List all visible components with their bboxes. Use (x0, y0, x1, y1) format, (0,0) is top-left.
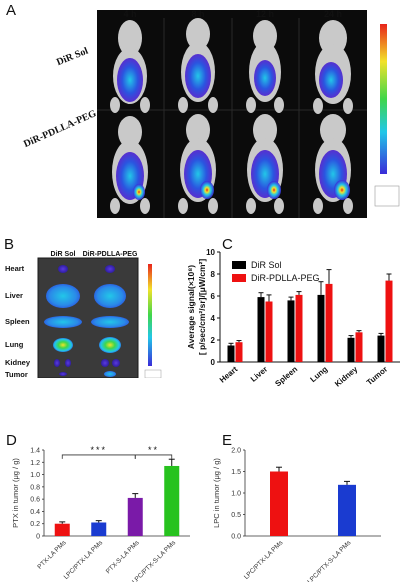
d-ylabel: PTX in tumor (μg / g) (11, 458, 20, 528)
c-bar-dir-pdlla-peg-liver (265, 301, 273, 362)
panel-label-b: B (4, 236, 15, 253)
organ-label-lung: Lung (5, 340, 24, 349)
d-xtick-lpc-ptx-la-pms: LPC/PTX-LA PMs (63, 539, 105, 581)
chart-e: 0.0 0.5 1.0 1.5 2.0 LPC/PTX-LA PMs LPC/PTX-S-L… (212, 448, 381, 582)
panel-label-a: A (6, 2, 17, 19)
d-bar-ptx-la-pms (54, 523, 70, 536)
c-legend-swatch-dir-pdlla-peg (232, 274, 246, 282)
c-legend-swatch-dir-sol (232, 261, 246, 269)
c-bar-dir-sol-kidney (347, 337, 355, 362)
e-bar-lpc-ptx-la-pms (270, 471, 288, 536)
d-xtick-ptx-s-la-pms: PTX-S-LA PMs (105, 539, 141, 575)
d-ytick-label-4: 0.8 (30, 484, 40, 491)
panel-label-d: D (6, 432, 17, 449)
d-ytick-label-3: 0.6 (30, 497, 40, 504)
mouse-dir-pdlla-peg-4h (110, 116, 150, 214)
c-bar-dir-sol-tumor (377, 335, 385, 362)
c-legend-label-dir-sol: DiR Sol (251, 260, 282, 270)
group-label-dir-pdlla-peg: DiR-PDLLA-PEG (22, 108, 99, 151)
d-bracket-2 (134, 454, 173, 459)
c-legend-label-dir-pdlla-peg: DiR-PDLLA-PEG (251, 273, 320, 283)
time-label-8h: 8 h (191, 10, 204, 19)
ex-vivo-color-scale (148, 264, 152, 366)
organ-label-kidney: Kidney (5, 358, 31, 367)
c-bar-dir-pdlla-peg-heart (235, 342, 243, 362)
c-bar-dir-pdlla-peg-lung (325, 283, 333, 362)
d-ytick-label-6: 1.2 (30, 460, 40, 467)
mouse-dir-pdlla-peg-8h (178, 114, 218, 214)
mouse-dir-pdlla-peg-12h (246, 114, 284, 214)
ex-vivo-group-dir-pdlla-peg: DiR-PDLLA-PEG (83, 251, 138, 258)
mouse-dir-sol-12h (246, 20, 284, 113)
c-ytick-label-5: 10 (206, 248, 215, 257)
mouse-dir-pdlla-peg-24h (313, 114, 353, 214)
e-xtick-lpc-ptx-s-la-pms: LPC/PTX-S-LA PMs (306, 539, 353, 582)
c-ytick-label-0: 0 (211, 358, 216, 367)
e-ytick-label-4: 2.0 (231, 448, 241, 455)
c-bar-dir-pdlla-peg-kidney (355, 332, 363, 362)
c-xtick-lung: Lung (309, 365, 330, 385)
mouse-dir-sol-8h (178, 18, 218, 113)
c-ylabel-line2: [ p/sec/cm²/sr]/[μW/cm²] (197, 259, 207, 356)
panel-label-c: C (222, 236, 233, 253)
c-xtick-tumor: Tumor (365, 365, 389, 388)
c-ytick-label-1: 2 (211, 336, 216, 345)
d-xtick-ptx-la-pms: PTX-LA PMs (36, 539, 68, 571)
group-label-dir-sol: DiR Sol (55, 45, 90, 69)
panel-label-e: E (222, 432, 233, 449)
c-xtick-liver: Liver (249, 365, 269, 384)
c-xtick-kidney: Kidney (333, 364, 360, 388)
c-bar-dir-sol-heart (227, 345, 235, 362)
color-scale-bar (380, 24, 387, 174)
c-ytick-label-4: 8 (211, 270, 216, 279)
organ-label-spleen: Spleen (5, 317, 30, 326)
mouse-dir-sol-24h (313, 20, 353, 114)
organ-label-heart: Heart (5, 264, 25, 273)
c-xtick-heart: Heart (218, 364, 240, 384)
c-xtick-spleen: Spleen (273, 365, 299, 389)
d-ytick-label-1: 0.2 (30, 521, 40, 528)
organ-label-tumor: Tumor (5, 370, 28, 378)
d-significance-2: ** (148, 445, 159, 455)
d-bracket-1 (61, 454, 136, 459)
d-bar-ptx-s-la-pms (127, 497, 143, 536)
d-bar-lpc-ptx-la-pms (91, 522, 107, 536)
in-vivo-image-panel: 4 h 8 h 12 h 24 h (97, 9, 407, 218)
c-ytick-label-3: 6 (211, 292, 216, 301)
e-ytick-label-0: 0.0 (231, 534, 241, 541)
time-label-12h: 12 h (256, 10, 274, 19)
organ-label-liver: Liver (5, 291, 23, 300)
in-vivo-image: 4 h 8 h 12 h 24 h (97, 9, 407, 218)
d-bar-lpc-ptx-s-la-pms (164, 465, 180, 536)
e-ytick-label-1: 0.5 (231, 512, 241, 519)
c-bar-dir-sol-liver (257, 297, 265, 362)
c-bar-dir-sol-spleen (287, 300, 295, 362)
chart-d: 0 0.2 0.4 0.6 0.8 1.0 1.2 1.4 PTX-LA PMsLPC/PTX-… (11, 445, 190, 582)
chart-c: 0 2 4 6 8 10 Heart Liver Spleen Lung Kidney Tumor Av… (186, 248, 400, 389)
c-bar-dir-pdlla-peg-spleen (295, 294, 303, 362)
d-ytick-label-5: 1.0 (30, 472, 40, 479)
ex-vivo-group-dir-sol: DiR Sol (51, 251, 76, 258)
mouse-dir-sol-4h (110, 20, 150, 113)
d-significance-1: *** (90, 445, 107, 455)
c-bar-dir-pdlla-peg-tumor (385, 280, 393, 362)
d-ytick-label-2: 0.4 (30, 509, 40, 516)
d-ytick-label-0: 0 (36, 534, 40, 541)
e-bar-lpc-ptx-s-la-pms (338, 484, 356, 536)
c-ylabel-line1: Average signal(×10⁸) (186, 265, 196, 349)
e-ytick-label-3: 1.5 (231, 469, 241, 476)
e-ylabel: LPC in tumor (μg / g) (212, 458, 221, 528)
d-ytick-label-7: 1.4 (30, 448, 40, 455)
ex-vivo-panel: Heart Liver Spleen Lung Kidney Tumor DiR… (0, 248, 170, 379)
c-bar-dir-sol-lung (317, 294, 325, 362)
time-label-4h: 4 h (123, 10, 136, 19)
c-ytick-label-2: 4 (211, 314, 216, 323)
e-ytick-label-2: 1.0 (231, 491, 241, 498)
ex-vivo-image: Heart Liver Spleen Lung Kidney Tumor DiR… (5, 251, 162, 379)
e-xtick-lpc-ptx-la-pms: LPC/PTX-LA PMs (243, 539, 285, 581)
time-label-24h: 24 h (324, 10, 342, 19)
